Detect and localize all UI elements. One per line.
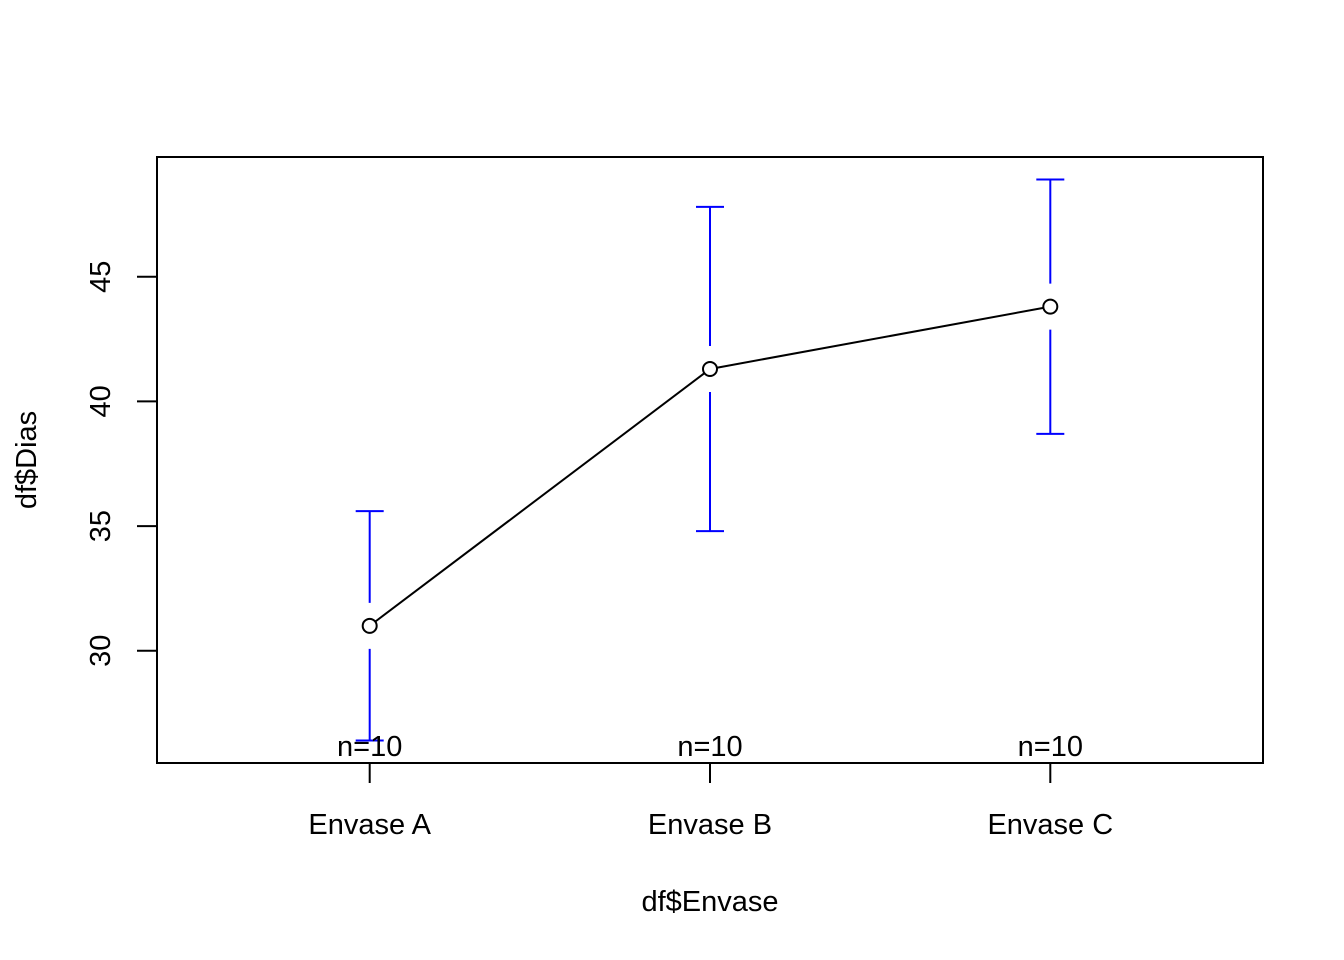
means-line [374,306,1044,623]
mean-point [702,360,718,377]
x-tick-label: Envase B [648,809,772,841]
means-line-segment [374,372,706,623]
error-bars [355,178,1065,742]
x-tick-label: Envase A [308,809,431,841]
n-labels: n=10 n=10 n=10 [337,731,1083,763]
n-label: n=10 [337,731,402,763]
n-label: n=10 [1018,731,1083,763]
y-tick-label: 30 [85,635,117,667]
y-axis-title: df$Dias [11,411,43,509]
n-label: n=10 [677,731,742,763]
mean-point [361,617,378,634]
y-tick-label: 40 [85,385,117,417]
x-axis-title: df$Envase [641,886,778,918]
x-axis: Envase A Envase B Envase C [308,763,1113,841]
mean-points [361,298,1059,634]
y-tick-label: 45 [85,261,117,293]
means-line-segment [716,306,1044,369]
plot-frame [156,156,1264,764]
x-tick-label: Envase C [987,809,1113,841]
mean-point [1042,298,1059,315]
y-tick-label: 35 [85,510,117,542]
